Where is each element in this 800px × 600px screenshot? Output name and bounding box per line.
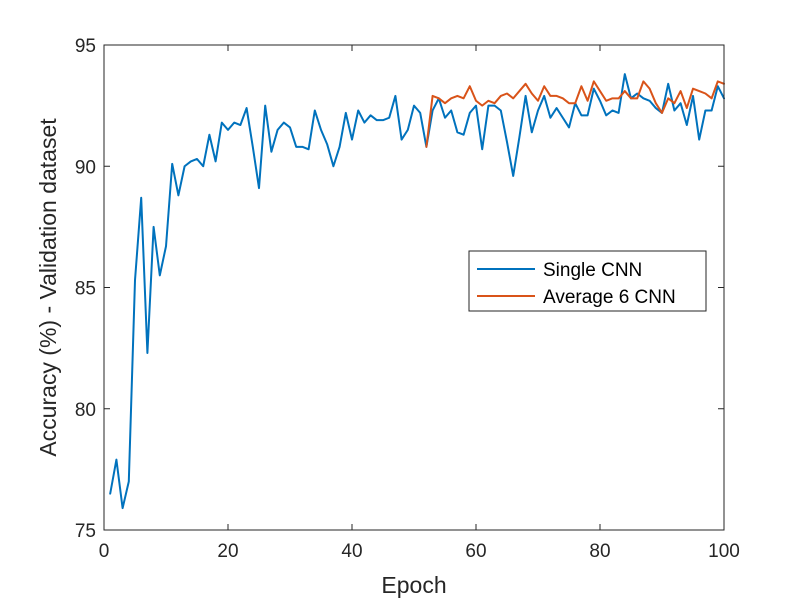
y-tick-label: 80: [75, 400, 96, 421]
legend-items: Single CNN Average 6 CNN: [477, 260, 676, 308]
x-tick-label: 60: [465, 541, 486, 562]
x-tick-label: 20: [217, 541, 238, 562]
y-axis-ticks: 75 80 85 90 95: [75, 36, 724, 542]
y-tick-label: 85: [75, 279, 96, 300]
x-tick-label: 100: [708, 541, 740, 562]
x-tick-label: 80: [589, 541, 610, 562]
x-tick-label: 40: [341, 541, 362, 562]
series-line-average-6-cnn: [425, 80, 725, 148]
y-tick-label: 90: [75, 157, 96, 178]
x-axis-ticks: 0 20 40 60 80 100: [99, 45, 740, 562]
x-tick-label: 0: [99, 541, 110, 562]
series-layer: [109, 73, 725, 510]
legend: Single CNN Average 6 CNN: [468, 250, 707, 312]
y-axis-label: Accuracy (%) - Validation dataset: [35, 118, 61, 457]
y-tick-label: 95: [75, 36, 96, 57]
x-axis-label: Epoch: [381, 572, 446, 598]
legend-label-single-cnn: Single CNN: [543, 260, 642, 281]
y-tick-label: 75: [75, 521, 96, 542]
legend-box: [468, 250, 707, 312]
legend-label-average-6-cnn: Average 6 CNN: [543, 287, 676, 308]
